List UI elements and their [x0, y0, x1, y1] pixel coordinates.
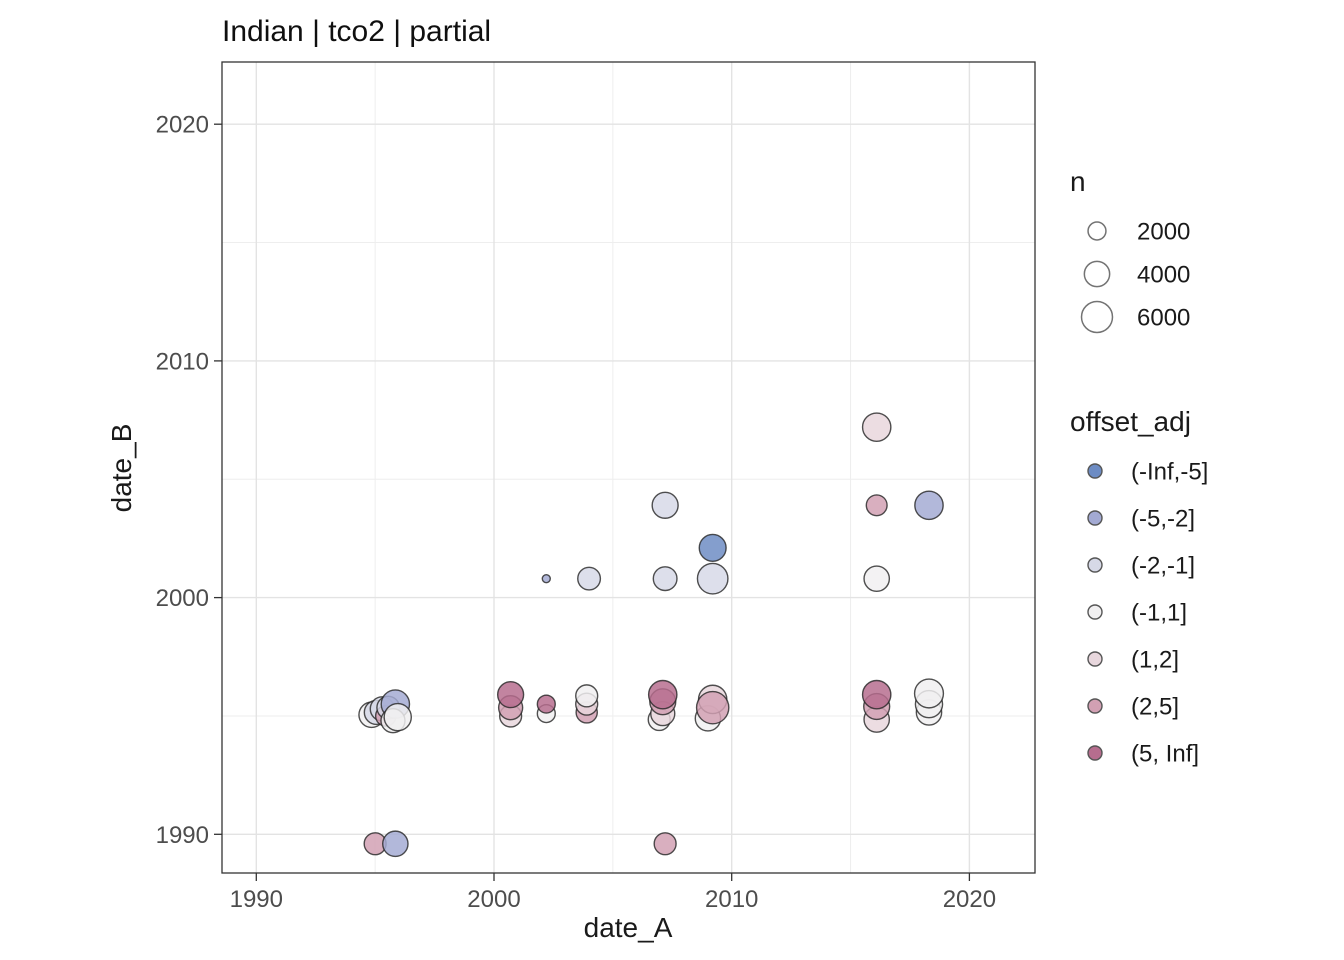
- data-point: [913, 678, 945, 709]
- legend-n-key-circle: [1087, 221, 1107, 241]
- data-point: [541, 573, 551, 584]
- data-point: [861, 412, 892, 443]
- data-point: [577, 566, 602, 591]
- legend-offset-label: (-1,1]: [1131, 600, 1187, 627]
- legend-layer: 2000 4000 6000 (-Inf,-5] (-5,-2] (-2,-1] (-1,1…: [1080, 219, 1208, 768]
- data-point: [647, 679, 678, 710]
- plot-title: Indian | tco2 | partial: [222, 15, 491, 48]
- data-point: [696, 562, 729, 595]
- data-point: [914, 490, 944, 521]
- legend-n-key-circle: [1080, 300, 1114, 334]
- grid-layer: [222, 62, 1035, 873]
- data-point: [651, 491, 679, 519]
- legend-offset-key-circle: [1087, 557, 1103, 573]
- data-point: [536, 694, 556, 714]
- x-axis-title: date_A: [584, 912, 673, 943]
- data-point: [695, 690, 730, 725]
- x-tick-label: 2010: [705, 886, 758, 913]
- y-tick-label: 2010: [156, 348, 209, 375]
- data-point: [652, 566, 678, 592]
- legend-offset-key-circle: [1087, 510, 1103, 526]
- data-point: [575, 684, 599, 708]
- legend-offset-title: offset_adj: [1070, 406, 1191, 437]
- data-point: [865, 494, 888, 517]
- legend-offset-label: (5, Inf]: [1131, 741, 1199, 768]
- y-tick-label: 2020: [156, 112, 209, 139]
- legend-offset-key-circle: [1087, 651, 1103, 667]
- legend-offset-label: (-2,-1]: [1131, 553, 1195, 580]
- legend-n-label: 4000: [1137, 262, 1190, 289]
- legend-n-label: 6000: [1137, 305, 1190, 332]
- data-point: [496, 680, 525, 709]
- legend-offset-label: (1,2]: [1131, 647, 1179, 674]
- points-layer: [358, 412, 945, 858]
- legend-offset-label: (-5,-2]: [1131, 506, 1195, 533]
- data-point: [383, 702, 412, 732]
- axes-layer: 1990 2000 2010 2020 1990 2000 2010 2020: [156, 112, 996, 913]
- legend-n-label: 2000: [1137, 219, 1190, 246]
- legend-n-key-circle: [1083, 260, 1111, 288]
- legend-offset-label: (-Inf,-5]: [1131, 459, 1208, 486]
- panel-border: [221, 61, 1036, 874]
- frame-layer: [221, 61, 1036, 874]
- data-point: [698, 533, 727, 563]
- legend-offset-key-circle: [1087, 463, 1103, 479]
- legend-offset-key-circle: [1087, 604, 1103, 620]
- y-axis-title: date_B: [106, 424, 137, 513]
- data-point: [863, 565, 891, 593]
- x-tick-label: 2020: [943, 886, 996, 913]
- data-point: [653, 832, 677, 856]
- legend-offset-label: (2,5]: [1131, 694, 1179, 721]
- x-tick-label: 1990: [230, 886, 283, 913]
- legend-offset-key-circle: [1087, 745, 1103, 761]
- y-tick-label: 2000: [156, 585, 209, 612]
- data-point: [382, 830, 409, 858]
- data-point: [861, 679, 892, 710]
- x-tick-label: 2000: [467, 886, 520, 913]
- legend-offset-key-circle: [1087, 698, 1103, 714]
- legend-n-title: n: [1070, 166, 1086, 197]
- panel-background: [222, 62, 1035, 873]
- y-tick-label: 1990: [156, 822, 209, 849]
